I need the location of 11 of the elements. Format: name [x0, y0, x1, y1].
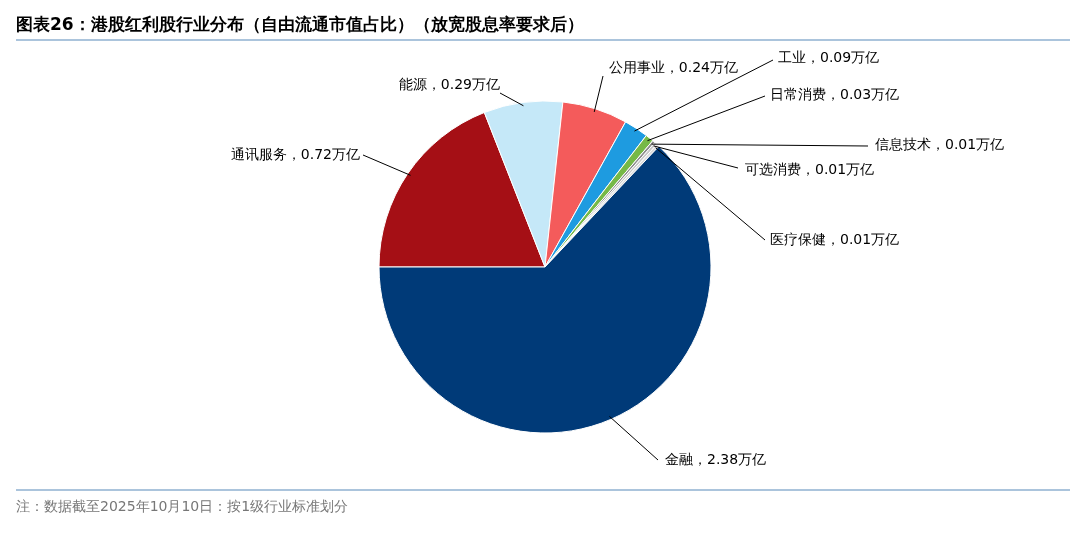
slice-label: 信息技术，0.01万亿 — [875, 136, 1005, 152]
chart-title: 图表26：港股红利股行业分布（自由流通市值占比）（放宽股息率要求后） — [16, 14, 584, 34]
slice-label: 工业，0.09万亿 — [778, 49, 880, 65]
slice-label: 金融，2.38万亿 — [665, 451, 767, 467]
slice-label: 医疗保健，0.01万亿 — [770, 231, 900, 247]
text: 注：数据截至2025年10月10日：按1级行业标准划分 — [16, 498, 349, 514]
slice-label: 公用事业，0.24万亿 — [608, 59, 738, 75]
slice-label: 日常消费，0.03万亿 — [770, 86, 900, 102]
slice-label: 通讯服务，0.72万亿 — [230, 146, 360, 162]
slice-label: 能源，0.29万亿 — [398, 76, 500, 92]
slice-label: 可选消费，0.01万亿 — [745, 161, 875, 177]
